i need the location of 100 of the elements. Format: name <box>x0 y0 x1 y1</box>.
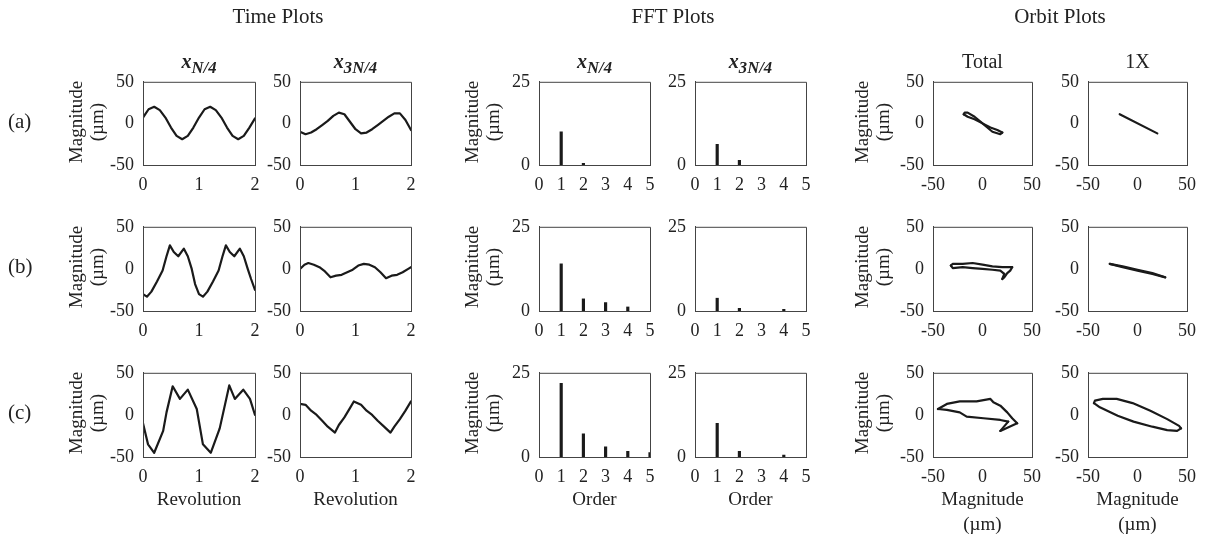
y-axis-title: Magnitude (µm) <box>65 224 107 311</box>
y-tick-label: 0 <box>915 403 924 424</box>
y-tick-label: -50 <box>1055 153 1079 174</box>
text: FFT Plots <box>630 4 716 29</box>
x-tick-label: 2 <box>578 319 588 340</box>
y-tick-label: 0 <box>1070 257 1079 278</box>
x-tick-label: 1 <box>351 465 360 486</box>
chart-title: x$_{N/4}$ <box>575 50 613 78</box>
y-tick-label: 50 <box>116 361 134 382</box>
y-tick-label: 50 <box>273 70 291 91</box>
x-tick-label: 4 <box>623 173 633 194</box>
x-tick-label: 5 <box>801 465 811 486</box>
x-axis-title: Magnitude (µm) <box>1095 487 1180 536</box>
x-tick-label: 0 <box>138 173 148 194</box>
y-axis-title: Magnitude (µm) <box>65 370 107 457</box>
x-tick-label: 50 <box>1023 319 1041 340</box>
x-tick-label: 0 <box>978 173 987 194</box>
text: Time Plots <box>231 4 325 29</box>
x-tick-label: 0 <box>295 319 305 340</box>
x-tick-label: 4 <box>623 319 633 340</box>
y-tick-label: 0 <box>125 257 134 278</box>
y-axis-title: Magnitude (µm) <box>461 370 503 457</box>
x-tick-label: 0 <box>295 173 305 194</box>
y-axis-title: Magnitude (µm) <box>851 224 893 311</box>
x-axis-title: Revolution <box>155 487 243 511</box>
y-tick-label: 0 <box>915 257 924 278</box>
x-tick-label: 4 <box>779 173 789 194</box>
x-tick-label: 3 <box>757 319 767 340</box>
y-tick-label: 0 <box>677 445 686 466</box>
y-tick-label: 0 <box>677 299 686 320</box>
x-tick-label: 50 <box>1178 465 1196 486</box>
x-tick-label: 2 <box>578 465 588 486</box>
x-tick-label: 1 <box>194 173 204 194</box>
x-axis-title: Order <box>571 487 618 511</box>
x-tick-label: 0 <box>690 173 700 194</box>
y-tick-label: 0 <box>282 112 291 133</box>
y-tick-label: -50 <box>110 445 134 466</box>
y-tick-label: 0 <box>125 112 134 133</box>
y-tick-label: 25 <box>512 215 530 236</box>
y-tick-label: 0 <box>521 445 530 466</box>
x-tick-label: 0 <box>690 319 700 340</box>
x-tick-label: 4 <box>779 465 789 486</box>
x-tick-label: 0 <box>534 173 544 194</box>
y-tick-label: 50 <box>273 361 291 382</box>
y-tick-label: 50 <box>906 215 924 236</box>
x-tick-label: 2 <box>406 319 416 340</box>
y-axis-title: Magnitude (µm) <box>461 224 503 311</box>
x-tick-label: 0 <box>1133 319 1142 340</box>
y-tick-label: -50 <box>110 299 134 320</box>
y-tick-label: 50 <box>906 70 924 91</box>
x-tick-label: 2 <box>578 173 588 194</box>
x-tick-label: 0 <box>1133 173 1142 194</box>
x-tick-label: 3 <box>601 173 611 194</box>
x-tick-label: 0 <box>978 319 987 340</box>
x-tick-label: 0 <box>295 465 305 486</box>
y-tick-label: 25 <box>668 70 686 91</box>
x-tick-label: 50 <box>1178 319 1196 340</box>
x-tick-label: 4 <box>623 465 633 486</box>
x-tick-label: 0 <box>138 465 148 486</box>
x-tick-label: 2 <box>734 465 744 486</box>
y-tick-label: -50 <box>900 299 924 320</box>
x-tick-label: 1 <box>556 173 566 194</box>
x-tick-label: 3 <box>601 465 611 486</box>
y-tick-label: -50 <box>267 445 291 466</box>
x-tick-label: 3 <box>601 319 611 340</box>
x-tick-label: 0 <box>1133 465 1142 486</box>
text: Orbit Plots <box>1013 4 1107 29</box>
y-tick-label: 0 <box>1070 112 1079 133</box>
x-tick-label: 1 <box>351 173 360 194</box>
y-tick-label: 0 <box>282 257 291 278</box>
x-tick-label: 1 <box>194 319 204 340</box>
x-tick-label: 5 <box>801 319 811 340</box>
x-tick-label: 5 <box>645 465 655 486</box>
x-axis-title: Revolution <box>312 487 399 511</box>
y-tick-label: 0 <box>521 153 530 174</box>
chart-title: x$_{3N/4}$ <box>727 50 774 78</box>
x-tick-label: 1 <box>712 173 722 194</box>
y-tick-label: 0 <box>1070 403 1079 424</box>
y-axis-title: Magnitude (µm) <box>851 79 893 165</box>
x-tick-label: 2 <box>734 173 744 194</box>
y-tick-label: -50 <box>1055 299 1079 320</box>
x-tick-label: 4 <box>779 319 789 340</box>
x-tick-label: 2 <box>734 319 744 340</box>
x-tick-label: 2 <box>406 465 416 486</box>
y-tick-label: -50 <box>110 153 134 174</box>
x-tick-label: 2 <box>250 173 260 194</box>
y-tick-label: 50 <box>273 215 291 236</box>
x-tick-label: 0 <box>138 319 148 340</box>
y-tick-label: 0 <box>125 403 134 424</box>
y-tick-label: -50 <box>900 445 924 466</box>
x-tick-label: 50 <box>1023 465 1041 486</box>
y-tick-label: -50 <box>900 153 924 174</box>
y-tick-label: 25 <box>668 361 686 382</box>
y-tick-label: 50 <box>116 70 134 91</box>
y-tick-label: -50 <box>267 153 291 174</box>
y-tick-label: 50 <box>116 215 134 236</box>
x-tick-label: 1 <box>712 319 722 340</box>
x-tick-label: 1 <box>351 319 360 340</box>
y-tick-label: 50 <box>906 361 924 382</box>
x-axis-title: Magnitude (µm) <box>940 487 1025 536</box>
